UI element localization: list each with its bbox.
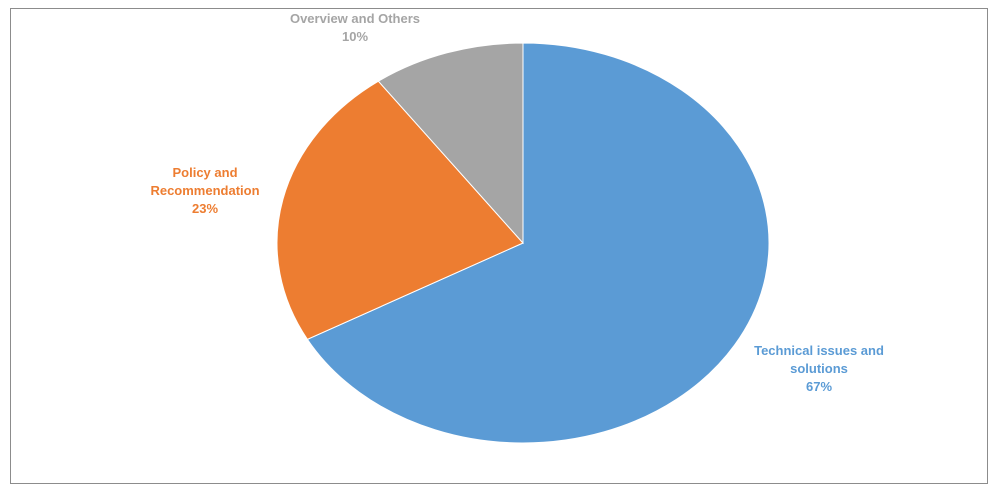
pie-chart: Technical issues and solutions 67% Policy a… — [150, 11, 884, 444]
data-label-category: solutions — [790, 361, 848, 376]
data-label-1: Technical issues and solutions 67% — [754, 343, 884, 394]
data-label-category: Recommendation — [150, 183, 259, 198]
pie-slice-2 — [276, 80, 524, 340]
data-label-value: 23% — [192, 201, 218, 216]
data-label-3: Overview and Others 10% — [290, 11, 420, 44]
data-label-category: Policy and — [172, 165, 237, 180]
data-label-2: Policy and Recommendation 23% — [150, 165, 259, 216]
pie-slice-3 — [377, 42, 524, 245]
data-label-value: 67% — [806, 379, 832, 394]
data-label-category: Technical issues and — [754, 343, 884, 358]
data-label-value: 10% — [342, 29, 368, 44]
pie-slice-1 — [306, 42, 770, 444]
chart-area: Technical issues and solutions 67% Policy a… — [10, 8, 988, 484]
data-label-category: Overview and Others — [290, 11, 420, 26]
